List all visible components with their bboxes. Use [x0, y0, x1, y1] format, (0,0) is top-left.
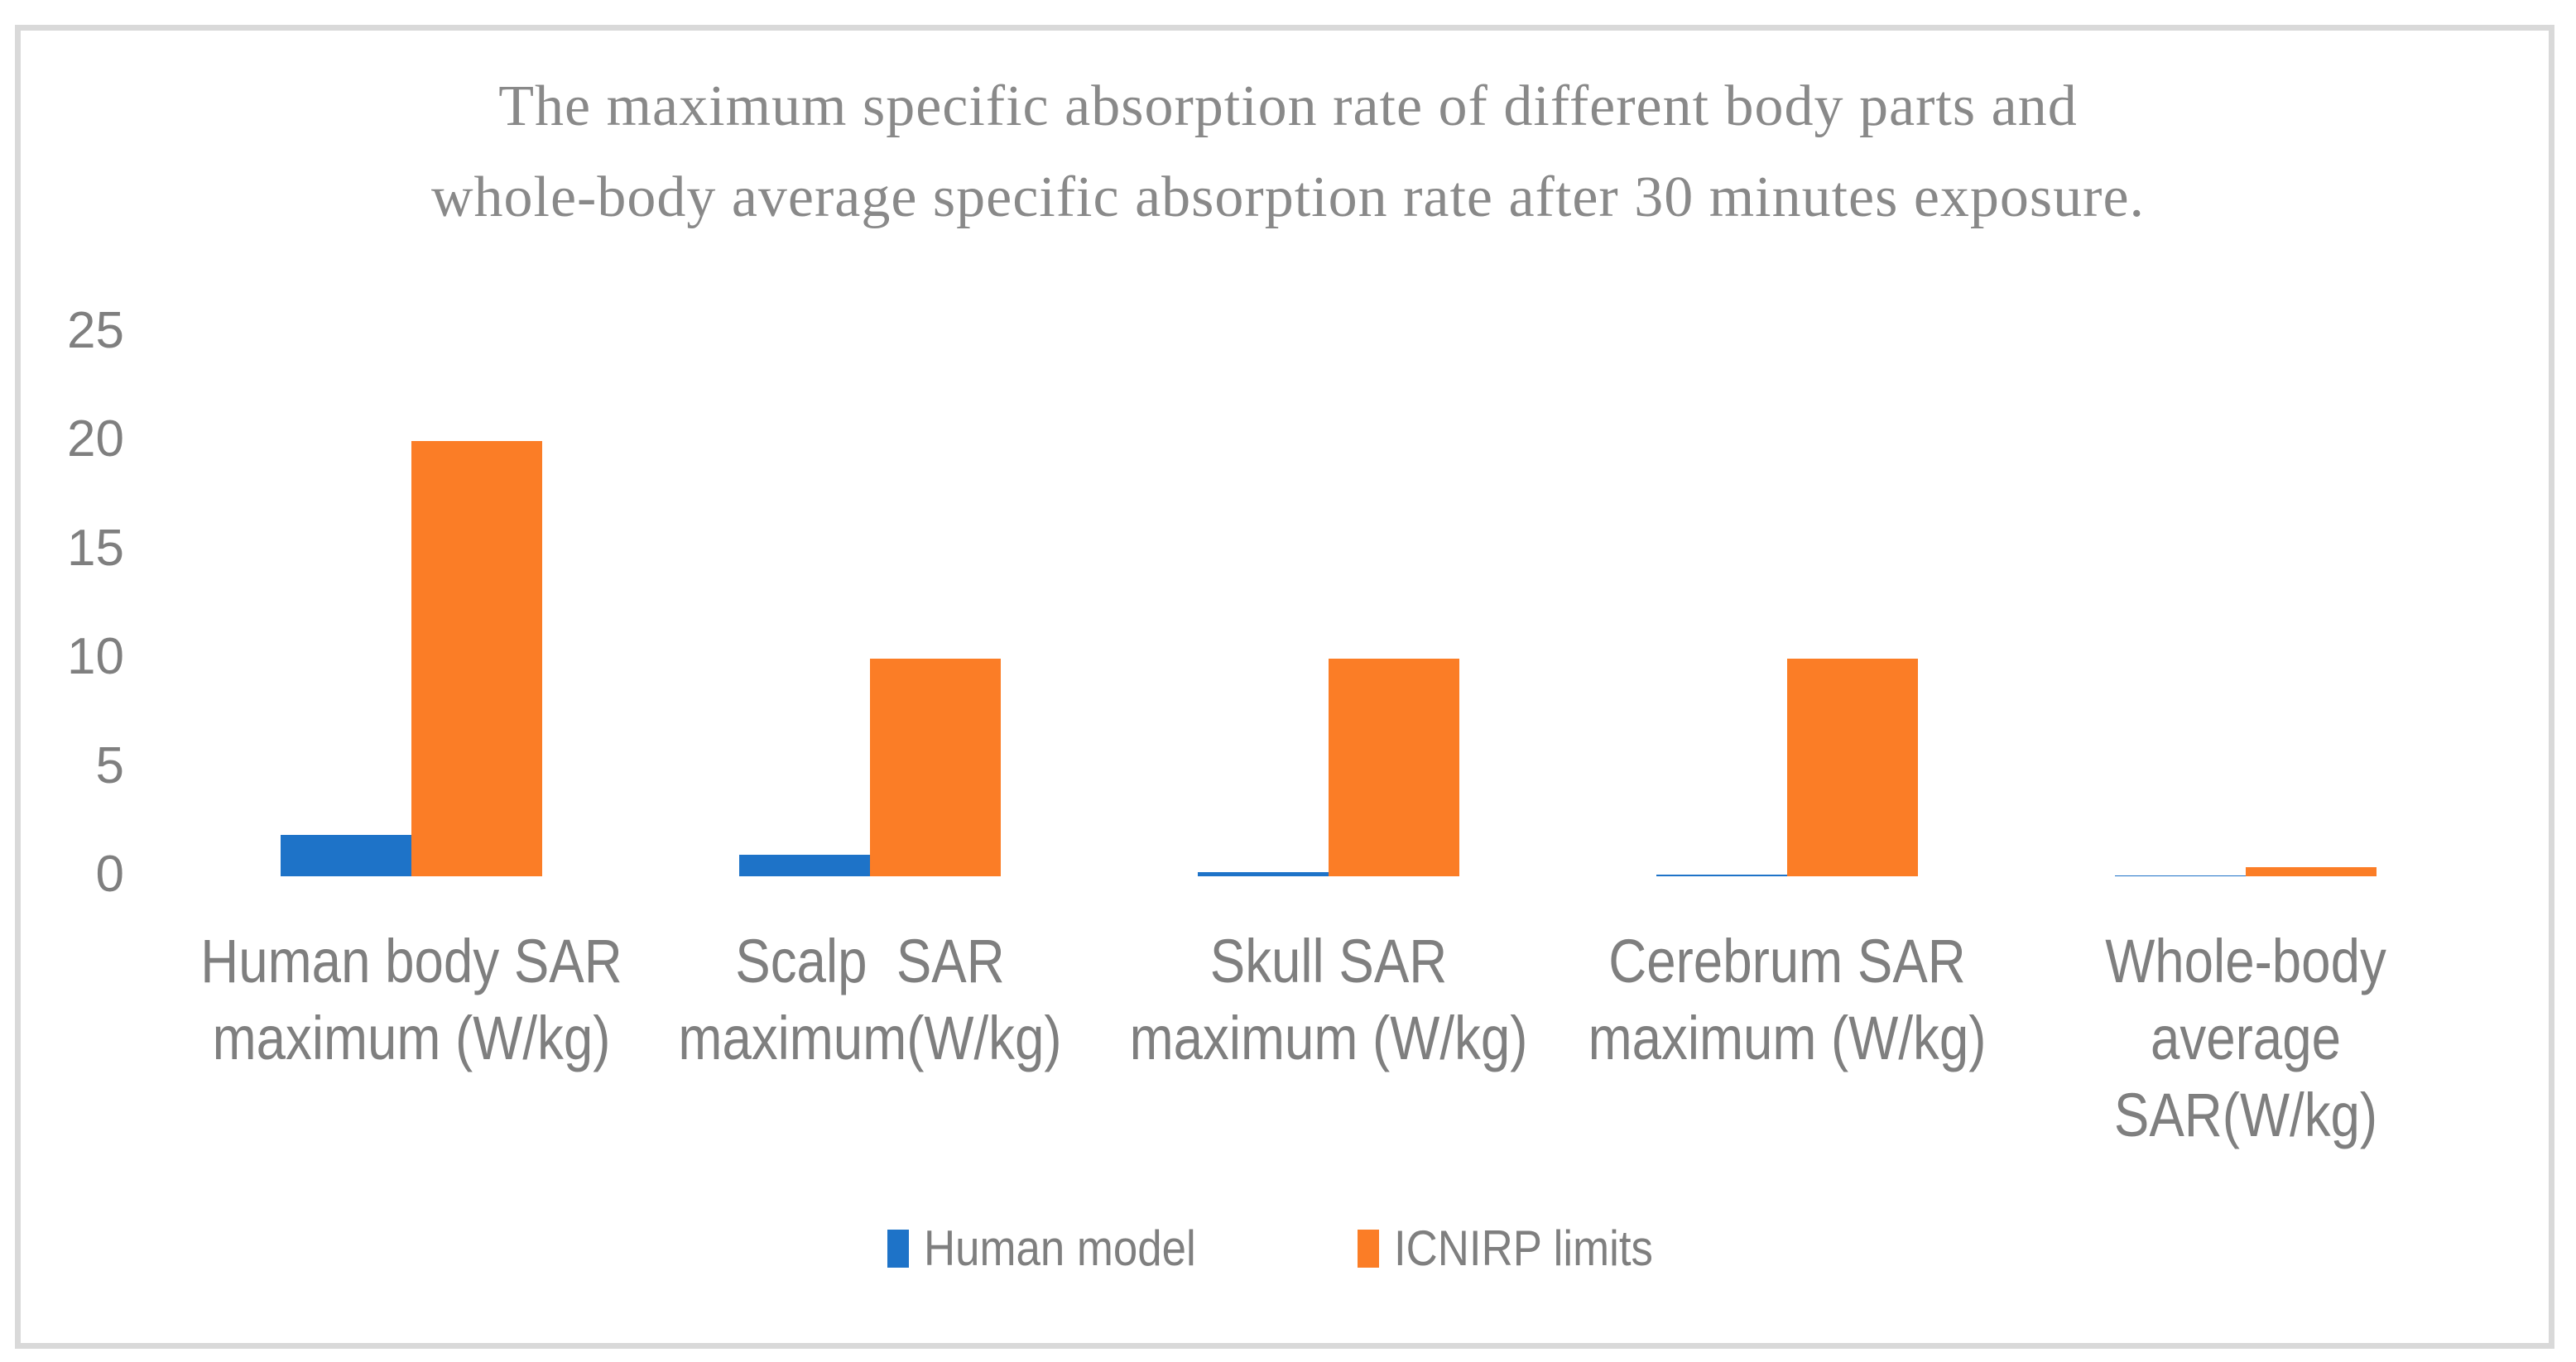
legend-label: Human model — [924, 1221, 1197, 1276]
y-axis-tick-label-10: 10 — [67, 628, 124, 685]
category-label-3: Skull SAR maximum (W/kg) — [1108, 923, 1549, 1077]
bar-human-model-cat5 — [2115, 875, 2246, 876]
legend-label: ICNIRP limits — [1393, 1221, 1653, 1276]
y-axis-tick-label-5: 5 — [95, 736, 124, 794]
category-label-line: maximum (W/kg) — [212, 1004, 611, 1072]
category-label-line: Human body SAR — [200, 927, 622, 995]
bar-human-model-cat2 — [739, 854, 870, 876]
category-label-1: Human body SAR maximum (W/kg) — [190, 923, 632, 1077]
y-axis-tick-label-15: 15 — [67, 519, 124, 577]
category-label-2: Scalp SAR maximum(W/kg) — [649, 923, 1090, 1077]
category-label-line: average — [2151, 1004, 2341, 1072]
category-label-line: Skull SAR — [1209, 927, 1448, 995]
category-label-5: Whole-body average SAR(W/kg) — [2025, 923, 2466, 1153]
bar-icnirp-limits-cat1 — [411, 441, 542, 876]
bar-human-model-cat4 — [1656, 875, 1787, 876]
category-label-line: maximum(W/kg) — [678, 1004, 1062, 1072]
bar-icnirp-limits-cat4 — [1787, 659, 1918, 876]
bar-human-model-cat3 — [1198, 871, 1329, 876]
category-label-line: maximum (W/kg) — [1129, 1004, 1528, 1072]
y-axis-tick-label-25: 25 — [67, 301, 124, 359]
category-label-line: Cerebrum SAR — [1608, 927, 1966, 995]
legend: Human model ICNIRP limits — [0, 1220, 2576, 1277]
category-label-4: Cerebrum SAR maximum (W/kg) — [1566, 923, 2007, 1077]
category-label-line: SAR(W/kg) — [2113, 1081, 2378, 1149]
bar-icnirp-limits-cat3 — [1329, 659, 1459, 876]
legend-color-swatch — [1357, 1229, 1379, 1268]
category-label-line: Whole-body — [2105, 927, 2386, 995]
figure-border-frame — [15, 25, 2554, 1349]
bar-icnirp-limits-cat5 — [2246, 867, 2377, 876]
bar-human-model-cat1 — [281, 835, 411, 876]
bar-icnirp-limits-cat2 — [870, 659, 1001, 876]
category-label-line: Scalp SAR — [735, 927, 1005, 995]
y-axis-tick-label-20: 20 — [67, 410, 124, 468]
legend-item-human-model: Human model — [887, 1220, 1233, 1277]
y-axis-tick-label-0: 0 — [95, 846, 124, 903]
chart-title: The maximum specific absorption rate of … — [0, 61, 2576, 243]
legend-color-swatch — [887, 1229, 910, 1268]
chart-title-line-1: The maximum specific absorption rate of … — [498, 74, 2078, 138]
category-label-line: maximum (W/kg) — [1588, 1004, 1987, 1072]
legend-item-icnirp-limits: ICNIRP limits — [1357, 1220, 1689, 1277]
chart-title-line-2: whole-body average specific absorption r… — [430, 165, 2146, 229]
